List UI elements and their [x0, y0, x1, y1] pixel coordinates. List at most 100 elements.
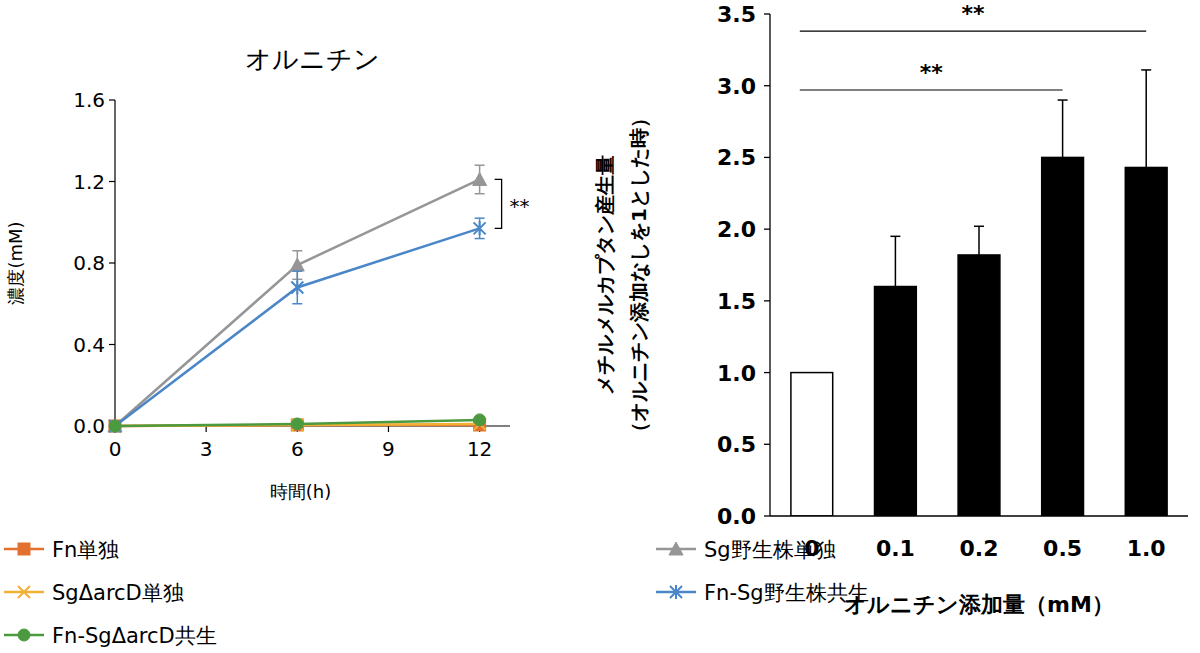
legend-marker: [669, 542, 683, 555]
bracket-line: [495, 179, 502, 228]
plot-area: [108, 165, 487, 433]
y-label: メチルメルカプタン産生量: [593, 155, 617, 395]
legend-marker: [18, 586, 30, 598]
error-bar: [890, 236, 900, 286]
error-bar: [1058, 100, 1068, 157]
series-line: [115, 228, 480, 426]
significance-label: **: [920, 60, 944, 85]
error-cap: [1141, 69, 1151, 71]
y-tick-label: 2.0: [717, 217, 756, 242]
marker-shape: [291, 280, 303, 294]
error-stem: [1062, 100, 1064, 157]
marker-shape: [473, 172, 487, 185]
error-stem: [1145, 70, 1147, 168]
legend-marker: [670, 585, 682, 599]
bar: [1125, 167, 1167, 516]
legend-label: Fn-SgΔarcD共生: [52, 624, 217, 648]
error-stem: [978, 226, 980, 255]
y-tick: [109, 181, 115, 182]
marker: [109, 420, 121, 432]
error-cap: [292, 250, 302, 252]
y-tick-label: 1.5: [717, 289, 756, 314]
marker-shape: [669, 542, 683, 555]
marker-shape: [109, 420, 121, 432]
x-tick-label: 9: [382, 437, 395, 461]
legend-label: Fn単独: [52, 538, 119, 562]
bar-chart: 0.00.51.01.52.02.53.03.500.10.20.51.0オルニ…: [593, 1, 1188, 617]
marker: [291, 418, 303, 430]
marker: [290, 258, 304, 271]
title: オルニチン: [245, 44, 380, 74]
significance-bracket: [495, 179, 502, 228]
legend-label: SgΔarcD単独: [52, 581, 184, 605]
marker: [474, 221, 486, 235]
line-chart: オルニチン0.00.40.81.21.6036912時間(h)濃度(mM)**: [5, 44, 530, 502]
y-tick: [109, 344, 115, 345]
bar: [875, 287, 917, 516]
x-tick-label: 0.2: [960, 536, 999, 561]
x-label: 時間(h): [270, 481, 331, 502]
y-tick: [109, 99, 115, 100]
marker: [109, 420, 121, 432]
x-tick-label: 1.0: [1127, 536, 1166, 561]
error-cap: [475, 238, 485, 240]
error-cap: [475, 164, 485, 166]
y-label: （オルニチン添加なしを1とした時）: [627, 108, 651, 442]
bar: [1042, 157, 1084, 516]
significance-line: [800, 89, 1063, 90]
error-bar: [292, 271, 302, 304]
marker-shape: [18, 586, 30, 598]
legend: Fn単独Sg野生株単独SgΔarcD単独Fn-Sg野生株共生Fn-SgΔarcD…: [4, 538, 869, 648]
figure: オルニチン0.00.40.81.21.6036912時間(h)濃度(mM)**F…: [0, 0, 1200, 653]
x-tick-label: 3: [200, 437, 213, 461]
y-tick-label: 0.4: [73, 333, 105, 357]
x-tick-label: 0: [804, 536, 819, 561]
marker-shape: [109, 420, 121, 432]
marker-shape: [109, 419, 121, 433]
y-tick-label: 1.2: [73, 170, 105, 194]
error-cap: [475, 193, 485, 195]
marker: [474, 414, 486, 426]
marker-shape: [474, 414, 486, 426]
error-cap: [1058, 99, 1068, 101]
significance-label: **: [961, 1, 985, 26]
y-tick-label: 3.5: [717, 2, 756, 27]
y-tick: [764, 157, 770, 158]
x-axis: [770, 515, 1188, 516]
legend-item: Fn単独: [4, 538, 119, 562]
marker-shape: [474, 221, 486, 235]
error-bar: [974, 226, 984, 255]
error-bar: [1141, 70, 1151, 168]
y-tick: [764, 228, 770, 229]
x-tick-label: 12: [467, 437, 492, 461]
legend-marker: [18, 543, 30, 555]
series-line: [115, 179, 480, 426]
marker-shape: [290, 258, 304, 271]
significance-line: [800, 31, 1146, 32]
significance-label: **: [510, 194, 530, 218]
x-tick-label: 0: [109, 437, 122, 461]
marker-shape: [670, 585, 682, 599]
y-axis: [769, 14, 770, 516]
bar: [958, 255, 1000, 516]
legend-item: Fn-Sg野生株共生: [656, 581, 869, 605]
y-label: 濃度(mM): [5, 221, 26, 304]
marker-shape: [18, 543, 30, 555]
legend-item: SgΔarcD単独: [4, 581, 184, 605]
legend-item: Fn-SgΔarcD共生: [4, 624, 217, 648]
y-tick-label: 0.8: [73, 251, 105, 275]
marker: [109, 420, 121, 432]
y-tick: [764, 85, 770, 86]
y-tick-label: 1.6: [73, 88, 105, 112]
marker-shape: [18, 629, 30, 641]
y-tick-label: 2.5: [717, 145, 756, 170]
error-cap: [974, 226, 984, 228]
y-tick: [764, 515, 770, 516]
y-tick: [764, 300, 770, 301]
plot-area: [791, 70, 1167, 516]
x-tick: [206, 426, 207, 432]
x-tick: [388, 426, 389, 432]
y-tick: [764, 372, 770, 373]
y-tick-label: 0.0: [73, 414, 105, 438]
x-label: オルニチン添加量（mM）: [844, 592, 1114, 617]
